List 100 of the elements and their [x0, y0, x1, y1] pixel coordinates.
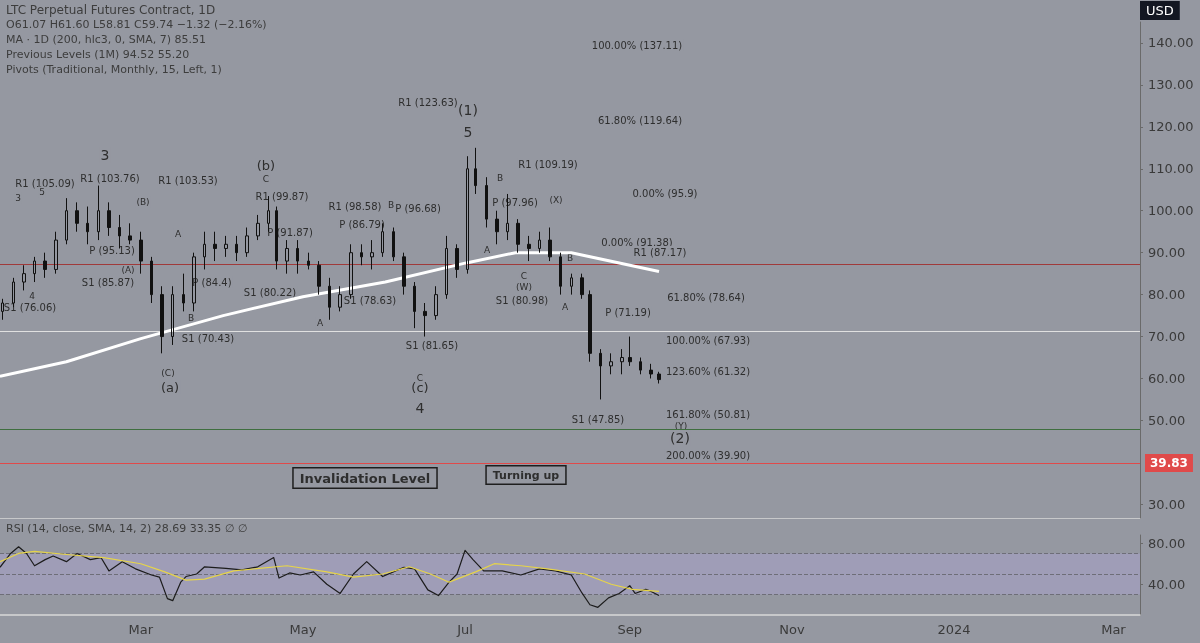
annotation: 100.00% (137.11): [591, 39, 683, 51]
x-tick-label: Mar: [1101, 622, 1127, 637]
annotation: MA · 1D (200, hlc3, 0, SMA, 7) 85.51: [6, 33, 207, 46]
annotation: O61.07 H61.60 L58.81 C59.74 −1.32 (−2.16%): [6, 18, 267, 31]
candlestick: [639, 357, 642, 375]
candlestick: [495, 210, 499, 245]
candlestick: [97, 185, 100, 241]
candlestick: [139, 231, 143, 275]
candlestick: [33, 256, 36, 283]
annotation: Invalidation Level: [299, 470, 431, 486]
candlestick: [434, 285, 438, 321]
annotation: S1 (47.85): [571, 413, 625, 425]
y-tick-label: 30.00: [1148, 496, 1186, 512]
y-tick-label: 120.00: [1148, 119, 1194, 135]
candlestick: [370, 239, 374, 270]
x-tick-label: Nov: [779, 622, 805, 637]
candlestick: [182, 273, 185, 312]
y-tick-label: 110.00: [1148, 161, 1194, 177]
y-axis-title: USD: [1146, 3, 1174, 18]
annotation: S1 (80.98): [495, 294, 549, 306]
annotation: 5: [463, 124, 473, 140]
candlestick: [445, 235, 448, 300]
candlestick: [328, 277, 331, 321]
candlestick: [570, 273, 573, 296]
candlestick: [275, 206, 278, 270]
annotation: Pivots (Traditional, Monthly, 15, Left, 1): [6, 63, 222, 76]
annotation: 5: [39, 187, 45, 197]
candlestick: [360, 243, 363, 266]
y-tick-label: 60.00: [1148, 371, 1186, 386]
annotation: P (96.68): [395, 202, 441, 214]
annotation: 3: [15, 193, 21, 203]
annotation: B: [496, 173, 504, 183]
annotation: R1 (105.09): [15, 177, 75, 189]
y-tick-label: 40.00: [1148, 576, 1186, 592]
annotation: (B): [136, 197, 150, 207]
annotation: S1 (70.43): [181, 332, 235, 344]
line-series: [0, 550, 660, 593]
annotation: P (95.13): [89, 244, 135, 256]
candlestick: [192, 252, 196, 312]
y-tick-label: 50.00: [1148, 412, 1186, 428]
y-tick-label: 80.00: [1148, 535, 1186, 551]
candlestick: [54, 231, 58, 275]
candlestick: [285, 239, 289, 275]
annotation: P (71.19): [605, 306, 651, 318]
candlestick: [150, 256, 153, 304]
annotation: A: [316, 318, 324, 328]
candlestick: [75, 201, 79, 233]
candlestick: [516, 218, 520, 254]
candlestick: [392, 227, 395, 262]
candlestick: [466, 155, 469, 275]
annotation: R1 (99.87): [255, 190, 309, 202]
y-tick-label: 140.00: [1148, 35, 1194, 51]
annotation: (a): [160, 379, 180, 395]
candlestick: [657, 371, 661, 384]
candlestick: [224, 235, 228, 258]
annotation: (C): [161, 368, 175, 378]
annotation: (1): [458, 102, 478, 118]
annotation: B: [566, 253, 574, 263]
candlestick: [413, 281, 416, 329]
y-tick-label: 70.00: [1148, 329, 1186, 345]
annotation: A: [561, 302, 569, 312]
candlestick: [256, 214, 260, 241]
annotation: A: [174, 229, 182, 239]
candlestick: [649, 363, 653, 379]
annotation: A: [483, 245, 491, 255]
line-series: [0, 546, 660, 608]
candlestick: [609, 352, 613, 375]
annotation: 4: [415, 400, 425, 416]
x-tick-label: 2024: [937, 622, 971, 637]
x-tick-label: May: [289, 622, 317, 637]
annotation: 3: [100, 147, 110, 163]
candlestick: [402, 252, 406, 296]
annotation: C: [520, 271, 528, 281]
y-tick-label: 90.00: [1148, 245, 1186, 261]
y-tick-label: 100.00: [1148, 203, 1194, 219]
annotation: B: [187, 313, 195, 323]
annotation: S1 (81.65): [405, 339, 459, 351]
x-tick-label: Jul: [456, 622, 473, 637]
annotation: P (86.79): [339, 218, 385, 230]
candlestick: [485, 176, 488, 229]
candlestick: [559, 252, 562, 296]
candlestick: [599, 348, 602, 400]
candlestick: [43, 252, 47, 279]
candlestick: [107, 201, 111, 237]
candlestick: [245, 227, 249, 258]
candlestick: [548, 227, 552, 262]
annotation: 0.00% (95.9): [632, 187, 698, 199]
annotation: R1 (98.58): [328, 200, 382, 212]
candlestick: [160, 285, 164, 354]
candlestick: [307, 252, 310, 270]
annotation: 123.60% (61.32): [665, 365, 751, 377]
candlestick: [455, 243, 459, 279]
x-tick-label: Mar: [128, 622, 154, 637]
candlestick: [22, 264, 26, 291]
annotation: 161.80% (50.81): [665, 408, 751, 420]
candlestick: [1, 298, 4, 321]
annotation: 61.80% (119.64): [597, 114, 683, 126]
annotation: B: [387, 200, 395, 210]
candlestick: [474, 147, 477, 195]
candlestick: [628, 336, 632, 367]
